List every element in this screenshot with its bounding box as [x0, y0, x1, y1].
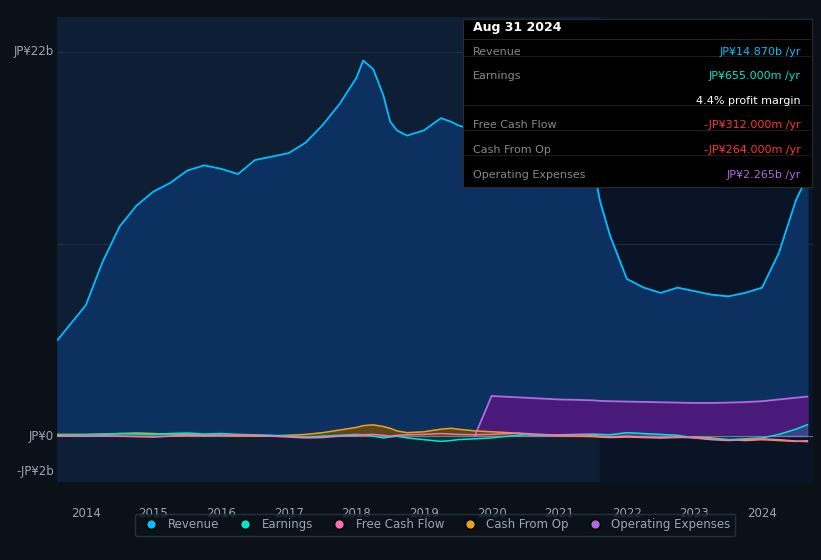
- Text: JP¥22b: JP¥22b: [13, 45, 53, 58]
- Text: 4.4% profit margin: 4.4% profit margin: [696, 96, 801, 106]
- Text: Aug 31 2024: Aug 31 2024: [474, 21, 562, 34]
- Text: JP¥14.870b /yr: JP¥14.870b /yr: [719, 46, 801, 57]
- Text: 2016: 2016: [206, 507, 236, 520]
- Bar: [600, 17, 813, 482]
- Text: 2020: 2020: [477, 507, 507, 520]
- Text: 2022: 2022: [612, 507, 642, 520]
- Text: JP¥0: JP¥0: [29, 430, 53, 442]
- Text: 2015: 2015: [139, 507, 168, 520]
- Text: Operating Expenses: Operating Expenses: [474, 170, 585, 180]
- Text: 2021: 2021: [544, 507, 574, 520]
- Legend: Revenue, Earnings, Free Cash Flow, Cash From Op, Operating Expenses: Revenue, Earnings, Free Cash Flow, Cash …: [135, 514, 736, 536]
- Text: -JP¥312.000m /yr: -JP¥312.000m /yr: [704, 120, 801, 130]
- Text: 2019: 2019: [409, 507, 439, 520]
- Text: JP¥655.000m /yr: JP¥655.000m /yr: [709, 71, 801, 81]
- Text: Earnings: Earnings: [474, 71, 522, 81]
- Text: -JP¥264.000m /yr: -JP¥264.000m /yr: [704, 145, 801, 155]
- Text: 2018: 2018: [342, 507, 371, 520]
- Text: -JP¥2b: -JP¥2b: [16, 465, 53, 478]
- Text: 2017: 2017: [273, 507, 304, 520]
- Text: Cash From Op: Cash From Op: [474, 145, 551, 155]
- Text: Revenue: Revenue: [474, 46, 522, 57]
- Text: JP¥2.265b /yr: JP¥2.265b /yr: [727, 170, 801, 180]
- Text: 2014: 2014: [71, 507, 101, 520]
- Text: Free Cash Flow: Free Cash Flow: [474, 120, 557, 130]
- Text: 2024: 2024: [747, 507, 777, 520]
- Text: 2023: 2023: [680, 507, 709, 520]
